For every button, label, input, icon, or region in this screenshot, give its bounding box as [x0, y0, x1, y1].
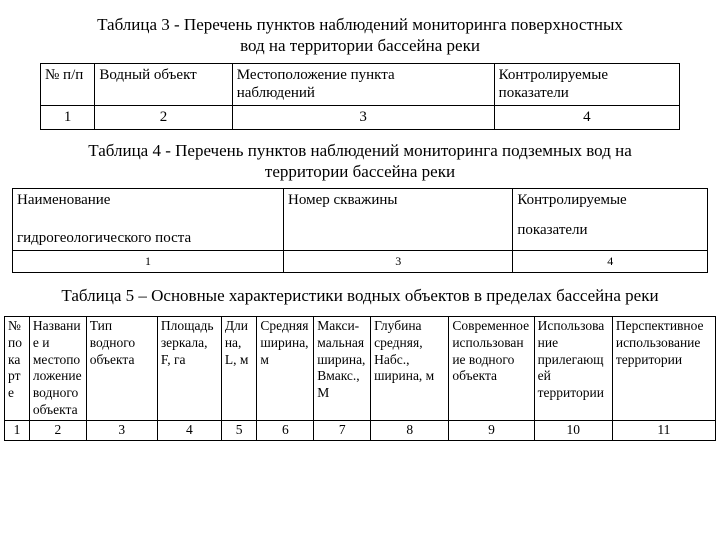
t3-n3: 3	[232, 106, 494, 130]
t5-n3: 3	[86, 421, 157, 441]
table5: № по картеНазвание и местоположение водн…	[4, 316, 716, 441]
t5-h1: № по карте	[5, 316, 30, 420]
t3-h3: Местоположение пункта наблюдений	[232, 63, 494, 106]
t3-n2: 2	[95, 106, 232, 130]
t5-n6: 6	[257, 421, 314, 441]
t3-h2: Водный объект	[95, 63, 232, 106]
table4-title-line2: территории бассейна реки	[265, 162, 455, 181]
t5-h2: Название и местоположение водного объект…	[29, 316, 86, 420]
table4-header-row1: Наименование гидрогеологического поста Н…	[13, 189, 708, 220]
t4-n1: 1	[13, 250, 284, 272]
t3-h4: Контролируемые показатели	[494, 63, 679, 106]
table3-number-row: 1 2 3 4	[41, 106, 680, 130]
t5-h5: Длина, L, м	[221, 316, 257, 420]
t5-n2: 2	[29, 421, 86, 441]
table5-number-row: 1234567891011	[5, 421, 716, 441]
table3-header-row: № п/п Водный объект Местоположение пункт…	[41, 63, 680, 106]
t5-n10: 10	[534, 421, 612, 441]
t4-h3a: Контролируемые	[513, 189, 708, 220]
table4-title: Таблица 4 - Перечень пунктов наблюдений …	[4, 140, 716, 183]
t5-n9: 9	[449, 421, 534, 441]
t4-h1: Наименование гидрогеологического поста	[13, 189, 284, 250]
t5-n5: 5	[221, 421, 257, 441]
table5-header-row: № по картеНазвание и местоположение водн…	[5, 316, 716, 420]
t5-h7: Макси-мальная ширина, Bмакс., М	[314, 316, 371, 420]
t4-n3: 3	[284, 250, 513, 272]
t3-n1: 1	[41, 106, 95, 130]
table3-title-line1: Таблица 3 - Перечень пунктов наблюдений …	[97, 15, 623, 34]
t5-n4: 4	[157, 421, 221, 441]
t3-n4: 4	[494, 106, 679, 130]
table3-title-line2: вод на территории бассейна реки	[240, 36, 480, 55]
t4-h2: Номер скважины	[284, 189, 513, 250]
t5-h3: Тип водного объекта	[86, 316, 157, 420]
t5-n8: 8	[371, 421, 449, 441]
t3-h1: № п/п	[41, 63, 95, 106]
table4: Наименование гидрогеологического поста Н…	[12, 188, 708, 272]
table5-title: Таблица 5 – Основные характеристики водн…	[4, 285, 716, 306]
t5-n1: 1	[5, 421, 30, 441]
t5-h4: Площадь зеркала, F, га	[157, 316, 221, 420]
t5-h9: Современное использование водного объект…	[449, 316, 534, 420]
t5-n7: 7	[314, 421, 371, 441]
t4-h3b: показатели	[513, 219, 708, 250]
t5-n11: 11	[612, 421, 715, 441]
t5-h10: Использование прилегающей территории	[534, 316, 612, 420]
table4-number-row: 1 3 4	[13, 250, 708, 272]
t4-n4: 4	[513, 250, 708, 272]
table3-title: Таблица 3 - Перечень пунктов наблюдений …	[4, 14, 716, 57]
t5-h6: Средняя ширина, м	[257, 316, 314, 420]
t5-h11: Перспективное использование территории	[612, 316, 715, 420]
t5-h8: Глубина средняя, Набс., ширина, м	[371, 316, 449, 420]
table3: № п/п Водный объект Местоположение пункт…	[40, 63, 680, 130]
table4-title-line1: Таблица 4 - Перечень пунктов наблюдений …	[88, 141, 632, 160]
